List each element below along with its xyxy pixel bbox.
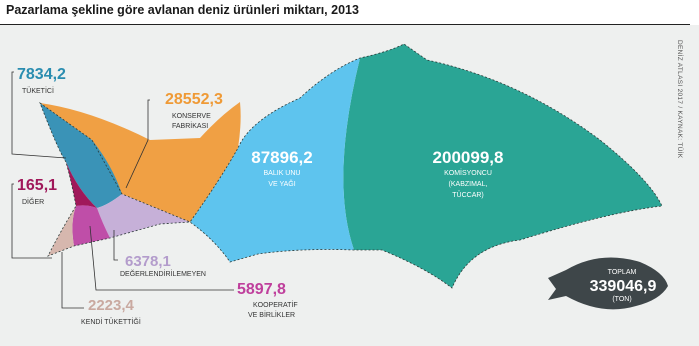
segment-konserve — [40, 102, 241, 222]
total-fish-badge: TOPLAM 339046,9 (TON) — [548, 257, 668, 310]
value-kendi: 2223,4 — [88, 297, 135, 314]
label-balik-unu-1: BALIK UNU — [264, 170, 301, 177]
value-konserve: 28552,3 — [165, 91, 223, 108]
segment-kooperatif — [72, 205, 110, 246]
fish-outline — [39, 43, 663, 289]
segment-kendi — [48, 206, 76, 256]
chart-title: Pazarlama şekline göre avlanan deniz ürü… — [6, 3, 359, 17]
segment-degerlendirilemeyen — [97, 194, 190, 238]
total-value: 339046,9 — [590, 278, 657, 295]
total-fish-shape — [548, 257, 668, 310]
label-konserve-2: FABRİKASI — [172, 121, 208, 130]
total-label: TOPLAM — [608, 269, 637, 276]
segment-tuketici — [40, 103, 122, 208]
title-divider — [0, 24, 690, 25]
source-credit: DENİZ ATLASI 2017 / KAYNAK: TÜİK — [676, 40, 683, 159]
value-komisyoncu: 200099,8 — [433, 148, 504, 167]
segment-diger — [66, 162, 97, 208]
label-komisyoncu-3: TÜCCAR) — [452, 191, 484, 199]
value-degerlendirilemeyen: 6378,1 — [125, 253, 171, 270]
label-kooperatif-2: VE BİRLİKLER — [248, 310, 295, 319]
label-degerlendirilemeyen: DEĞERLENDİRİLEMEYEN — [120, 269, 206, 278]
segment-balik-unu — [190, 58, 360, 262]
value-balik-unu: 87896,2 — [251, 148, 312, 167]
segment-komisyoncu — [343, 44, 662, 288]
label-konserve-1: KONSERVE — [172, 113, 211, 120]
label-kooperatif-1: KOOPERATİF — [253, 300, 298, 309]
label-komisyoncu-1: KOMİSYONCU — [444, 168, 492, 177]
value-kooperatif: 5897,8 — [237, 281, 286, 298]
label-kendi: KENDİ TÜKETTİĞİ — [81, 317, 141, 326]
label-komisyoncu-2: (KABZIMAL, — [449, 181, 488, 188]
label-balik-unu-2: VE YAĞI — [268, 179, 295, 188]
value-tuketici: 7834,2 — [17, 66, 66, 83]
total-unit: (TON) — [612, 296, 631, 303]
value-diger: 165,1 — [17, 177, 57, 194]
label-tuketici: TÜKETİCİ — [22, 86, 54, 95]
label-diger: DİĞER — [22, 197, 44, 206]
leader-lines — [11, 71, 234, 309]
